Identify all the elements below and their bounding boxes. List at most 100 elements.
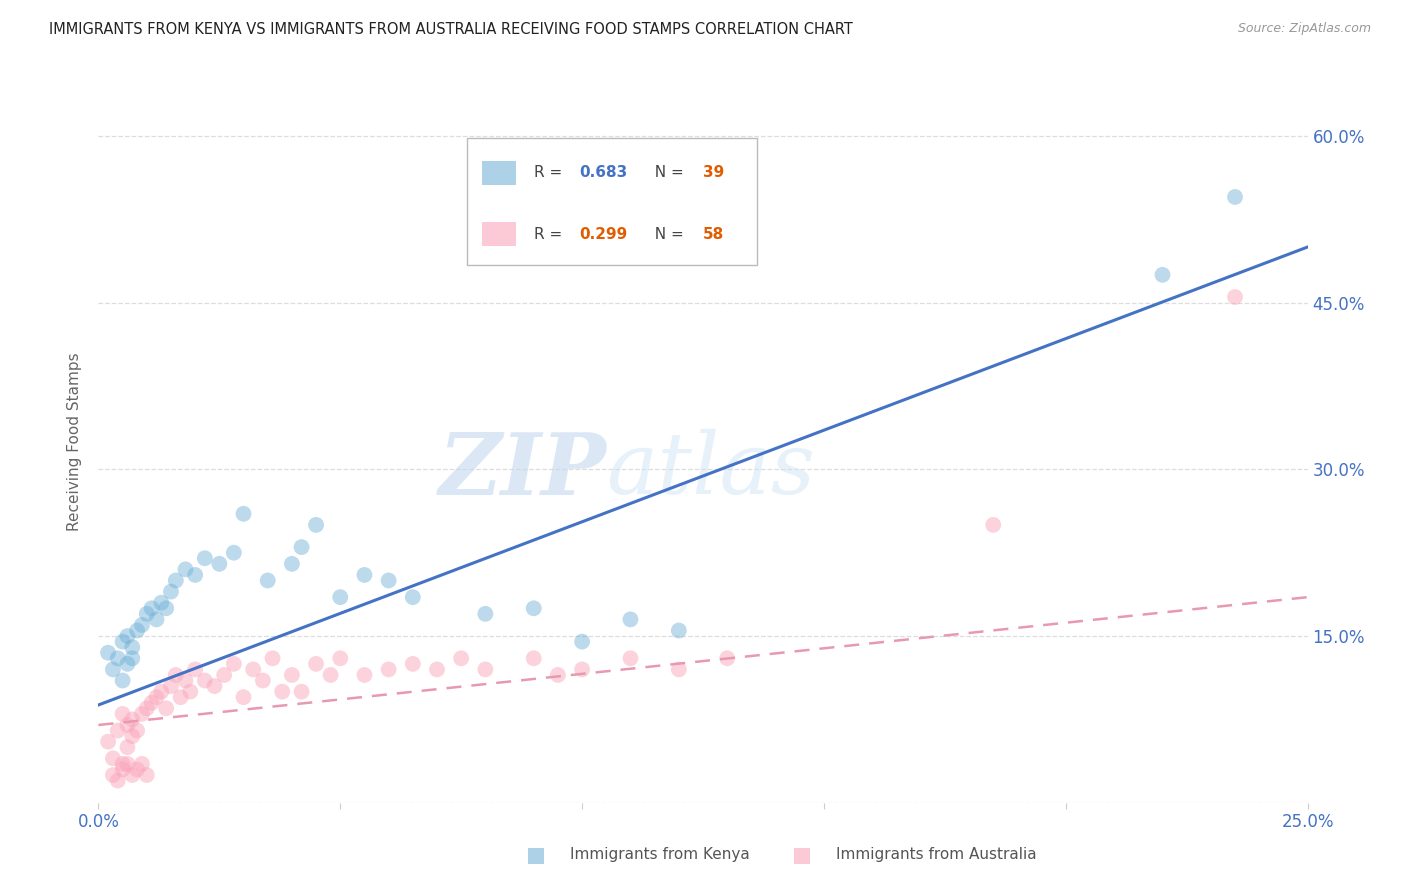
Point — [131, 618, 153, 632]
Point — [121, 651, 143, 665]
Point — [174, 562, 197, 576]
Point — [290, 684, 312, 698]
Point — [127, 624, 149, 638]
Point — [402, 590, 425, 604]
Text: 0.299: 0.299 — [579, 227, 628, 242]
Point — [121, 768, 143, 782]
Text: R =: R = — [534, 165, 567, 180]
Point — [160, 584, 183, 599]
Point — [160, 679, 183, 693]
Point — [281, 557, 304, 571]
Point — [165, 668, 187, 682]
Point — [1152, 268, 1174, 282]
Point — [150, 684, 173, 698]
Point — [353, 568, 375, 582]
Point — [450, 651, 472, 665]
Point — [127, 723, 149, 738]
Point — [319, 668, 342, 682]
Point — [474, 607, 496, 621]
Point — [127, 763, 149, 777]
Point — [194, 551, 217, 566]
Point — [117, 629, 139, 643]
Point — [97, 734, 120, 748]
Point — [353, 668, 375, 682]
Point — [111, 673, 134, 688]
Point — [668, 662, 690, 676]
FancyBboxPatch shape — [467, 138, 758, 265]
Point — [668, 624, 690, 638]
Point — [135, 607, 157, 621]
Point — [117, 657, 139, 671]
Point — [111, 706, 134, 721]
Point — [141, 696, 163, 710]
FancyBboxPatch shape — [793, 848, 810, 864]
Point — [165, 574, 187, 588]
Text: Immigrants from Australia: Immigrants from Australia — [837, 847, 1036, 863]
Text: N =: N = — [645, 227, 689, 242]
Point — [208, 557, 231, 571]
Point — [1223, 290, 1246, 304]
Point — [107, 773, 129, 788]
Point — [426, 662, 449, 676]
Point — [174, 673, 197, 688]
FancyBboxPatch shape — [482, 222, 516, 246]
Point — [111, 763, 134, 777]
Text: IMMIGRANTS FROM KENYA VS IMMIGRANTS FROM AUSTRALIA RECEIVING FOOD STAMPS CORRELA: IMMIGRANTS FROM KENYA VS IMMIGRANTS FROM… — [49, 22, 853, 37]
Point — [1223, 190, 1246, 204]
Point — [97, 646, 120, 660]
Point — [179, 684, 201, 698]
Text: 58: 58 — [703, 227, 724, 242]
Point — [252, 673, 274, 688]
Point — [305, 657, 328, 671]
Point — [290, 540, 312, 554]
Point — [117, 740, 139, 755]
Point — [329, 590, 352, 604]
Point — [117, 718, 139, 732]
Point — [145, 612, 167, 626]
Point — [184, 662, 207, 676]
Point — [155, 601, 177, 615]
Text: N =: N = — [645, 165, 689, 180]
Point — [222, 657, 245, 671]
Point — [121, 713, 143, 727]
Text: ZIP: ZIP — [439, 429, 606, 512]
Point — [141, 601, 163, 615]
Point — [135, 768, 157, 782]
Point — [981, 517, 1004, 532]
Point — [474, 662, 496, 676]
Point — [155, 701, 177, 715]
Point — [135, 701, 157, 715]
Point — [329, 651, 352, 665]
Text: R =: R = — [534, 227, 567, 242]
Text: 39: 39 — [703, 165, 724, 180]
Point — [111, 756, 134, 771]
FancyBboxPatch shape — [482, 161, 516, 185]
Point — [131, 706, 153, 721]
Point — [101, 751, 124, 765]
Point — [571, 662, 593, 676]
Point — [121, 640, 143, 655]
Point — [523, 601, 546, 615]
Point — [212, 668, 235, 682]
Point — [256, 574, 278, 588]
FancyBboxPatch shape — [527, 848, 544, 864]
Point — [619, 651, 641, 665]
Point — [204, 679, 226, 693]
Point — [305, 517, 328, 532]
Point — [232, 690, 254, 705]
Point — [232, 507, 254, 521]
Point — [619, 612, 641, 626]
Point — [571, 634, 593, 648]
Y-axis label: Receiving Food Stamps: Receiving Food Stamps — [67, 352, 83, 531]
Point — [377, 662, 399, 676]
Point — [194, 673, 217, 688]
Point — [402, 657, 425, 671]
Point — [121, 729, 143, 743]
Text: Immigrants from Kenya: Immigrants from Kenya — [569, 847, 749, 863]
Point — [131, 756, 153, 771]
Text: 0.683: 0.683 — [579, 165, 628, 180]
Point — [111, 634, 134, 648]
Point — [107, 723, 129, 738]
Point — [242, 662, 264, 676]
Point — [547, 668, 569, 682]
